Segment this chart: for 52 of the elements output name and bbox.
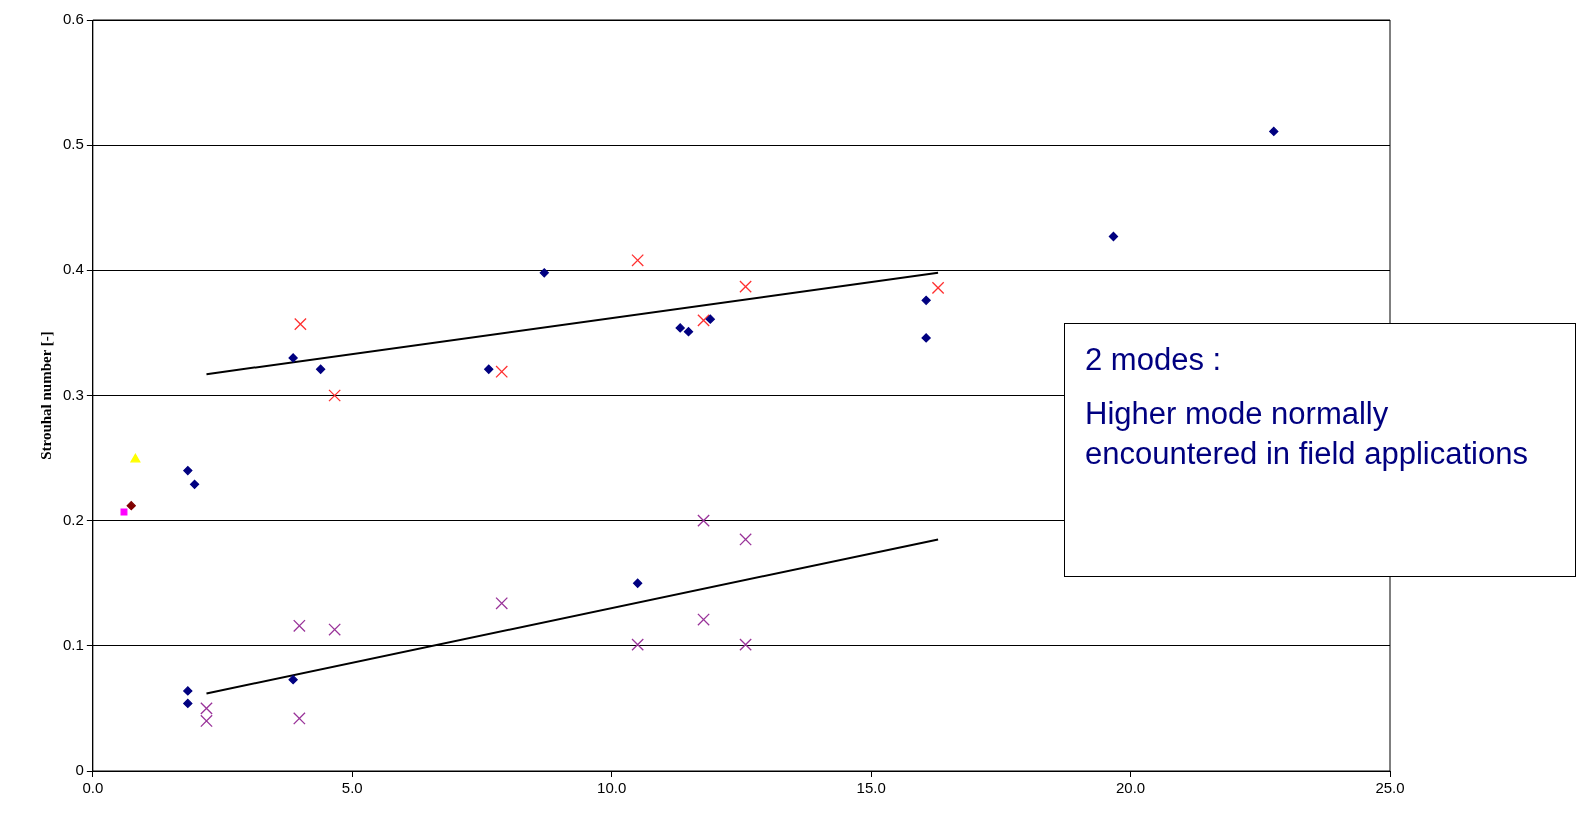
point bbox=[183, 698, 193, 709]
point bbox=[315, 364, 326, 374]
note-box: 2 modes : Higher mode normally encountered in field applications bbox=[1064, 323, 1576, 577]
x-tick-label: 5.0 bbox=[341, 779, 363, 797]
point bbox=[697, 613, 710, 626]
point bbox=[921, 295, 931, 306]
point bbox=[189, 479, 200, 490]
point bbox=[631, 254, 644, 267]
point bbox=[1269, 126, 1279, 137]
y-tick-label: 0 bbox=[75, 761, 84, 779]
x-tick-label: 10.0 bbox=[597, 779, 627, 797]
annotation: Higher mode normally encountered in field applications bbox=[1085, 395, 1529, 473]
point bbox=[288, 674, 298, 685]
point bbox=[631, 638, 644, 651]
y-tick-label: 0.2 bbox=[62, 510, 84, 528]
point bbox=[484, 364, 494, 374]
point bbox=[675, 323, 685, 333]
point bbox=[739, 638, 752, 651]
point bbox=[126, 501, 136, 511]
y-tick-label: 0.4 bbox=[62, 260, 84, 278]
point bbox=[328, 389, 341, 402]
point bbox=[293, 619, 306, 633]
point bbox=[633, 578, 643, 588]
point bbox=[697, 314, 710, 327]
y-tick-label: 0.1 bbox=[62, 635, 84, 653]
point bbox=[183, 686, 193, 696]
y-tick-label: 0.5 bbox=[62, 135, 84, 153]
point bbox=[183, 465, 193, 476]
x-tick-label: 15.0 bbox=[856, 779, 886, 797]
point bbox=[539, 268, 549, 278]
x-tick-label: 0.0 bbox=[82, 779, 104, 797]
x-tick-label: 25.0 bbox=[1375, 779, 1405, 797]
point bbox=[288, 353, 298, 363]
point bbox=[931, 281, 945, 295]
point bbox=[739, 533, 752, 546]
annotation: 2 modes : bbox=[1085, 341, 1223, 379]
point bbox=[328, 623, 341, 636]
point bbox=[293, 712, 306, 725]
point bbox=[130, 453, 141, 463]
point bbox=[705, 314, 715, 324]
point bbox=[697, 514, 710, 527]
point bbox=[294, 317, 307, 331]
point bbox=[495, 596, 509, 610]
point bbox=[739, 280, 752, 293]
point bbox=[921, 333, 931, 343]
point bbox=[683, 327, 694, 337]
x-tick-label: 20.0 bbox=[1115, 779, 1146, 797]
point bbox=[1108, 231, 1119, 242]
y-axis-title: Strouhal number [-] bbox=[37, 331, 54, 460]
point bbox=[495, 365, 509, 379]
y-tick-label: 0.3 bbox=[62, 385, 84, 403]
y-tick-label: 0.6 bbox=[62, 10, 84, 28]
